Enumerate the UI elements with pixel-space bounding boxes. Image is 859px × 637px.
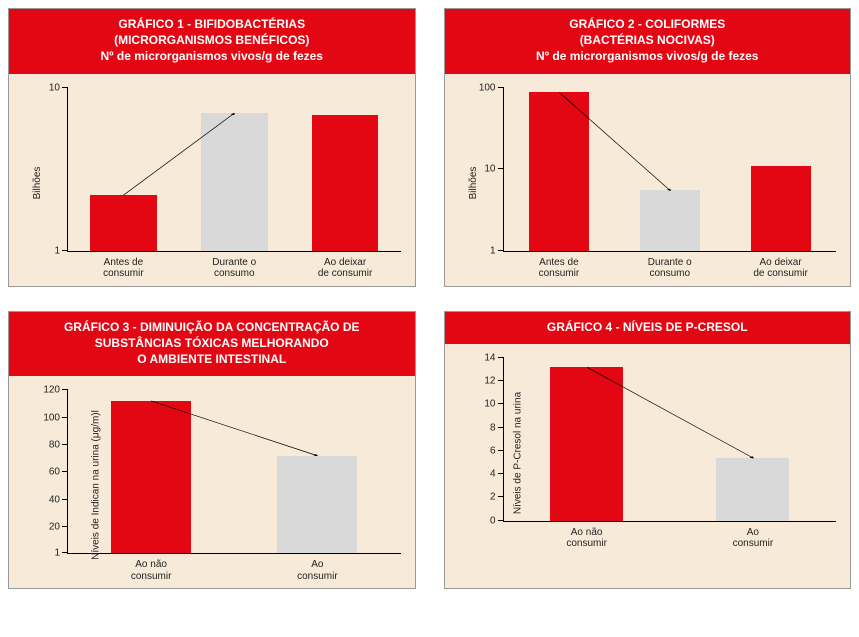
chart-bar xyxy=(751,166,811,251)
y-tick-label: 8 xyxy=(490,422,496,433)
y-tick-label: 1 xyxy=(54,245,60,256)
y-tick xyxy=(498,473,504,474)
y-tick xyxy=(62,250,68,251)
y-tick xyxy=(498,357,504,358)
category-label: Durante oconsumo xyxy=(635,257,705,280)
y-tick-label: 2 xyxy=(490,492,496,503)
y-tick-label: 14 xyxy=(484,352,495,363)
y-tick-label: 10 xyxy=(49,82,60,93)
panel-title: GRÁFICO 2 - COLIFORMES(BACTÉRIAS NOCIVAS… xyxy=(445,9,851,74)
chart-bar xyxy=(640,190,700,250)
y-tick-label: 12 xyxy=(484,376,495,387)
chart-panel-4: GRÁFICO 4 - NÍVEIS DE P-CRESOL0246810121… xyxy=(444,311,852,590)
plot-area: 120406080100120Ao nãoconsumirAoconsumir xyxy=(67,390,401,554)
y-tick-label: 20 xyxy=(49,522,60,533)
y-tick xyxy=(498,87,504,88)
chart-panel-1: GRÁFICO 1 - BIFIDOBACTÉRIAS(MICRORGANISM… xyxy=(8,8,416,287)
plot-area: 110Antes deconsumirDurante oconsumoAo de… xyxy=(67,88,401,252)
chart-bar xyxy=(90,195,157,251)
chart-area: 110Antes deconsumirDurante oconsumoAo de… xyxy=(67,88,401,278)
y-tick xyxy=(62,417,68,418)
y-axis-label: Bilhões xyxy=(32,166,43,199)
chart-panel-2: GRÁFICO 2 - COLIFORMES(BACTÉRIAS NOCIVAS… xyxy=(444,8,852,287)
y-tick-label: 10 xyxy=(484,399,495,410)
y-tick-label: 1 xyxy=(490,245,496,256)
y-tick xyxy=(498,496,504,497)
y-tick-label: 1 xyxy=(54,548,60,559)
chart-panel-3: GRÁFICO 3 - DIMINUIÇÃO DA CONCENTRAÇÃO D… xyxy=(8,311,416,590)
plot-area: 110100Antes deconsumirDurante oconsumoAo… xyxy=(503,88,837,252)
chart-area: 120406080100120Ao nãoconsumirAoconsumirN… xyxy=(67,390,401,580)
panel-title: GRÁFICO 4 - NÍVEIS DE P-CRESOL xyxy=(445,312,851,344)
y-tick xyxy=(498,427,504,428)
y-tick xyxy=(62,526,68,527)
y-tick xyxy=(498,520,504,521)
y-axis-label: Bilhões xyxy=(467,166,478,199)
y-tick xyxy=(498,250,504,251)
y-tick xyxy=(62,552,68,553)
category-label: Antes deconsumir xyxy=(88,257,158,280)
category-label: Ao deixarde consumir xyxy=(310,257,380,280)
chart-bar xyxy=(716,458,789,521)
y-tick xyxy=(62,87,68,88)
category-label: Ao nãoconsumir xyxy=(552,527,622,550)
y-tick-label: 120 xyxy=(43,385,60,396)
y-tick-label: 80 xyxy=(49,439,60,450)
chart-area: 110100Antes deconsumirDurante oconsumoAo… xyxy=(503,88,837,278)
y-tick-label: 0 xyxy=(490,515,496,526)
y-tick-label: 10 xyxy=(484,164,495,175)
y-tick xyxy=(498,380,504,381)
y-tick xyxy=(62,499,68,500)
chart-bar xyxy=(201,113,268,251)
chart-bar xyxy=(312,115,379,251)
panel-title: GRÁFICO 3 - DIMINUIÇÃO DA CONCENTRAÇÃO D… xyxy=(9,312,415,377)
category-label: Ao nãoconsumir xyxy=(116,559,186,582)
chart-bar xyxy=(111,401,191,553)
y-tick-label: 100 xyxy=(43,412,60,423)
y-tick-label: 60 xyxy=(49,467,60,478)
category-label: Aoconsumir xyxy=(282,559,352,582)
chart-bar xyxy=(277,456,357,553)
y-axis-label: Níveis de Indican na urina (μg/m)l xyxy=(90,410,101,560)
y-tick xyxy=(498,168,504,169)
y-tick xyxy=(62,444,68,445)
y-tick xyxy=(498,403,504,404)
chart-area: 02468101214Ao nãoconsumirAoconsumirNívei… xyxy=(503,358,837,548)
y-tick-label: 100 xyxy=(479,82,496,93)
category-label: Ao deixarde consumir xyxy=(746,257,816,280)
category-label: Durante oconsumo xyxy=(199,257,269,280)
y-tick xyxy=(62,389,68,390)
y-tick-label: 40 xyxy=(49,494,60,505)
y-tick-label: 4 xyxy=(490,469,496,480)
y-tick xyxy=(498,450,504,451)
plot-area: 02468101214Ao nãoconsumirAoconsumir xyxy=(503,358,837,522)
panel-title: GRÁFICO 1 - BIFIDOBACTÉRIAS(MICRORGANISM… xyxy=(9,9,415,74)
category-label: Aoconsumir xyxy=(718,527,788,550)
category-label: Antes deconsumir xyxy=(524,257,594,280)
chart-bar xyxy=(550,367,623,521)
y-tick xyxy=(62,471,68,472)
y-tick-label: 6 xyxy=(490,445,496,456)
y-axis-label: Níveis de P-Cresol na urina xyxy=(512,392,523,514)
chart-bar xyxy=(529,92,589,250)
